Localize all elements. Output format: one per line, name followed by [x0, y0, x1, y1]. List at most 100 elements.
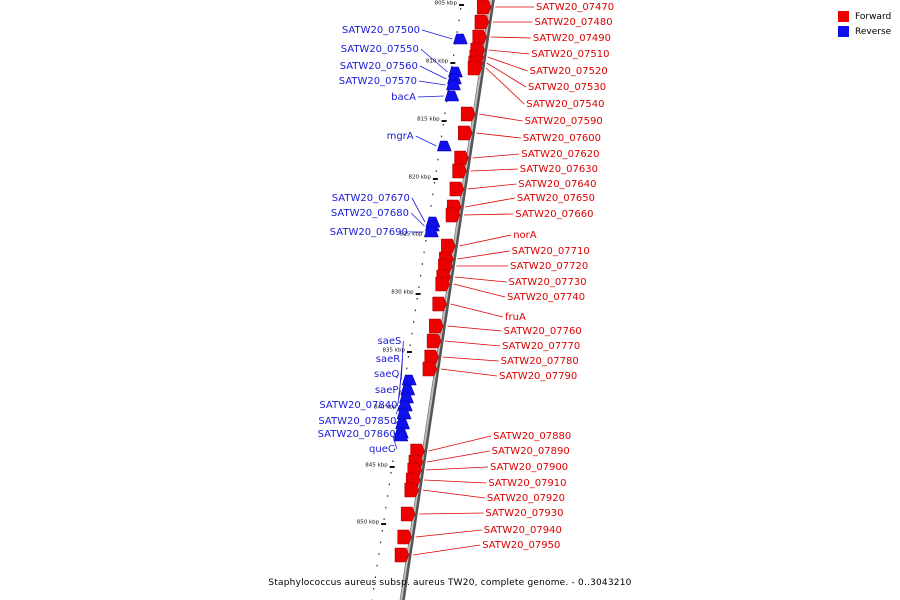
- scale-minor-tick: [456, 31, 458, 33]
- scale-minor-tick: [380, 541, 382, 544]
- forward-gene-arrow: [474, 14, 490, 30]
- reverse-gene-label: SATW20_07560: [340, 61, 418, 72]
- forward-gene-connector: [476, 132, 521, 139]
- forward-gene-connector: [415, 529, 482, 538]
- forward-gene-label: SATW20_07640: [518, 179, 596, 190]
- legend-item-forward: Forward: [838, 9, 891, 24]
- scale-minor-tick: [420, 274, 422, 277]
- reverse-gene-arrow: [453, 33, 468, 45]
- scale-minor-tick: [390, 472, 392, 474]
- scale-major-tick: [450, 62, 456, 64]
- forward-gene-label: SATW20_07760: [504, 326, 582, 337]
- forward-gene-label: fruA: [505, 312, 526, 323]
- scale-tick-label: 850 kbp: [357, 520, 380, 526]
- scale-minor-tick: [386, 495, 389, 497]
- scale-minor-tick: [411, 332, 413, 335]
- scale-minor-tick: [432, 193, 434, 196]
- reverse-gene-connector: [421, 29, 453, 40]
- scale-minor-tick: [392, 460, 394, 462]
- forward-gene-arrow: [426, 333, 442, 349]
- reverse-gene-arrow: [424, 226, 439, 238]
- reverse-gene-arrow: [393, 430, 409, 442]
- scale-minor-tick: [435, 170, 437, 172]
- legend-swatch-reverse: [838, 26, 849, 37]
- forward-gene-label: SATW20_07880: [493, 431, 571, 442]
- scale-minor-tick: [453, 54, 455, 56]
- forward-gene-connector: [490, 36, 531, 39]
- reverse-gene-label: SATW20_07840: [319, 400, 397, 411]
- scale-major-tick: [459, 4, 464, 6]
- legend-label-reverse: Reverse: [855, 26, 892, 37]
- reverse-gene-label: queC: [369, 444, 395, 455]
- scale-minor-tick: [433, 182, 436, 184]
- scale-tick-label: 825 kbp: [400, 232, 423, 238]
- forward-gene-connector: [488, 49, 530, 55]
- scale-minor-tick: [430, 205, 432, 207]
- forward-gene-arrow: [452, 163, 467, 179]
- forward-gene-arrow: [454, 150, 469, 166]
- scale-minor-tick: [444, 112, 446, 114]
- legend: Forward Reverse: [838, 9, 891, 39]
- reverse-gene-connector: [398, 373, 402, 399]
- forward-gene-arrow: [441, 238, 456, 254]
- reverse-gene-connector: [411, 197, 426, 223]
- scale-minor-tick: [378, 553, 380, 555]
- reverse-gene-arrow: [395, 418, 411, 430]
- forward-gene-label: SATW20_07480: [535, 17, 613, 28]
- scale-minor-tick: [414, 309, 417, 312]
- reverse-gene-label: saeS: [377, 336, 401, 347]
- forward-gene-arrow: [432, 296, 447, 312]
- forward-gene-label: SATW20_07540: [526, 99, 604, 110]
- forward-gene-arrow: [404, 482, 420, 498]
- scale-minor-tick: [446, 100, 448, 103]
- forward-gene-label: SATW20_07650: [517, 193, 595, 204]
- reverse-gene-connector: [420, 48, 448, 73]
- genome-caption: Staphylococcus aureus subsp. aureus TW20…: [268, 578, 632, 588]
- forward-gene-connector: [453, 283, 506, 298]
- forward-gene-connector: [424, 479, 487, 484]
- reverse-gene-label: SATW20_07550: [341, 44, 419, 55]
- forward-gene-arrow: [460, 106, 476, 122]
- scale-minor-tick: [458, 19, 460, 22]
- forward-gene-label: SATW20_07920: [487, 493, 565, 504]
- forward-gene-label: SATW20_07930: [485, 508, 563, 519]
- forward-gene-connector: [445, 340, 501, 347]
- forward-gene-connector: [442, 356, 499, 362]
- scale-minor-tick: [385, 506, 387, 509]
- scale-minor-tick: [421, 263, 423, 265]
- forward-gene-label: SATW20_07900: [490, 462, 568, 473]
- forward-gene-connector: [450, 303, 504, 318]
- forward-gene-arrow: [449, 181, 465, 197]
- reverse-gene-arrow: [446, 79, 461, 91]
- forward-gene-connector: [428, 435, 492, 452]
- scale-minor-tick: [383, 518, 385, 520]
- forward-gene-label: SATW20_07530: [528, 82, 606, 93]
- forward-gene-connector: [486, 62, 527, 88]
- scale-minor-tick: [374, 576, 376, 578]
- forward-gene-connector: [485, 67, 525, 105]
- scale-minor-tick: [393, 448, 396, 451]
- forward-gene-label: SATW20_07630: [520, 164, 598, 175]
- reverse-gene-label: SATW20_07680: [331, 208, 409, 219]
- forward-gene-label: SATW20_07730: [509, 277, 587, 288]
- forward-gene-connector: [459, 234, 512, 247]
- scale-major-tick: [432, 178, 438, 180]
- reverse-gene-label: bacA: [391, 92, 416, 103]
- forward-gene-arrow: [429, 318, 444, 334]
- forward-gene-arrow: [458, 125, 473, 141]
- scale-minor-tick: [460, 8, 462, 10]
- reverse-gene-connector: [394, 420, 399, 425]
- forward-gene-arrow: [400, 506, 416, 522]
- forward-gene-connector: [419, 512, 484, 515]
- reverse-gene-connector: [410, 212, 425, 227]
- reverse-gene-connector: [417, 95, 444, 98]
- scale-tick-label: 840 kbp: [374, 405, 397, 411]
- forward-gene-connector: [470, 168, 518, 172]
- reverse-gene-label: saeP: [375, 385, 399, 396]
- forward-gene-arrow: [394, 547, 410, 563]
- forward-gene-label: SATW20_07740: [507, 292, 585, 303]
- forward-gene-label: SATW20_07470: [536, 2, 614, 13]
- forward-gene-label: SATW20_07890: [492, 446, 570, 457]
- scale-minor-tick: [407, 356, 410, 358]
